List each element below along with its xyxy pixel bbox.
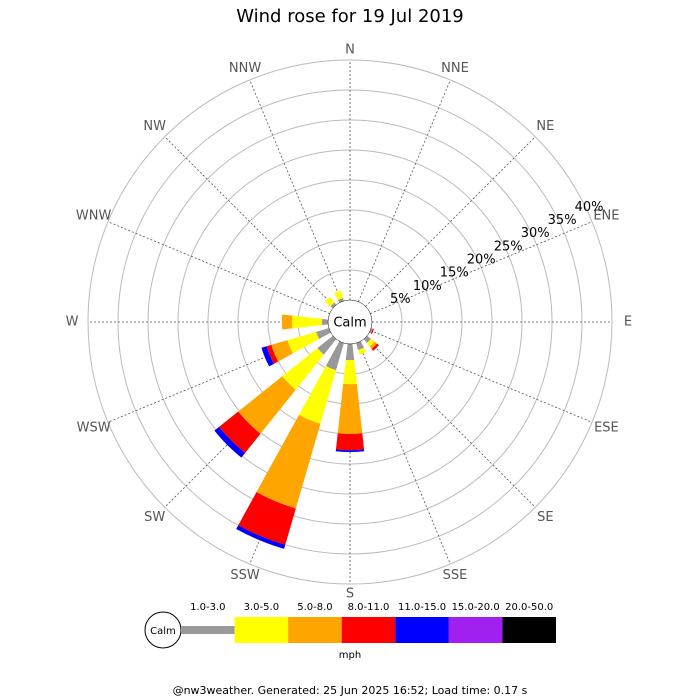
wind-segment	[358, 347, 367, 355]
grid-ring	[87, 59, 613, 585]
wind-segment	[236, 525, 286, 549]
wind-segment	[337, 383, 363, 434]
wind-segment	[287, 331, 320, 354]
wind-segment	[325, 341, 344, 371]
legend-label: 15.0-20.0	[452, 602, 500, 613]
wind-segment	[271, 340, 293, 362]
direction-label: S	[346, 587, 354, 602]
wind-segment	[371, 343, 379, 351]
spoke	[365, 337, 536, 508]
wind-segment	[317, 335, 337, 355]
r-tick-label: 25%	[494, 239, 523, 254]
wind-segment	[356, 341, 365, 351]
wind-segment	[322, 318, 329, 326]
calm-circle	[327, 299, 373, 345]
wind-segment	[330, 302, 337, 309]
legend-label: 5.0-8.0	[297, 602, 332, 613]
direction-label: NNW	[229, 61, 261, 76]
wind-segment	[281, 314, 293, 330]
wind-segment	[337, 297, 344, 303]
legend-unit: mph	[339, 650, 361, 661]
direction-label: SSW	[230, 568, 260, 583]
r-tick-label: 40%	[575, 200, 604, 215]
wind-segment	[266, 344, 279, 364]
spoke	[358, 79, 451, 302]
r-tick-label: 5%	[390, 292, 411, 307]
direction-label: SW	[144, 510, 165, 525]
spoke	[370, 221, 593, 314]
wind-segment	[345, 343, 355, 361]
wind-segment	[369, 328, 373, 334]
legend-label: 3.0-5.0	[244, 602, 279, 613]
wind-segment	[316, 328, 331, 339]
legend-swatch	[234, 617, 289, 643]
spoke	[358, 342, 451, 565]
wind-segment	[238, 376, 296, 434]
legend-swatch	[395, 617, 449, 643]
legend-label: 1.0-3.0	[190, 602, 225, 613]
direction-label: E	[624, 315, 632, 330]
spoke	[107, 221, 330, 314]
direction-label: NW	[143, 119, 166, 134]
legend-label: 8.0-11.0	[348, 602, 390, 613]
spoke	[365, 136, 536, 307]
wind-segment	[256, 414, 321, 509]
direction-label: SSE	[443, 568, 468, 583]
direction-label: ESE	[594, 421, 619, 436]
legend-swatch	[341, 617, 396, 643]
wind-segment	[298, 365, 336, 424]
r-tick-label: 30%	[521, 226, 550, 241]
wind-segment	[238, 492, 296, 545]
wind-segment	[335, 433, 365, 451]
r-tick-label: 20%	[467, 252, 496, 267]
wind-segment	[324, 296, 335, 307]
spoke	[370, 330, 593, 423]
wind-segment	[343, 359, 357, 385]
direction-label: WNW	[76, 208, 112, 223]
wind-segment	[214, 426, 246, 458]
direction-label: ENE	[593, 208, 619, 223]
calm-label: Calm	[333, 316, 366, 331]
r-tick-label: 35%	[548, 213, 577, 228]
legend-swatch	[502, 617, 556, 643]
wind-segment	[291, 315, 323, 329]
legend-label: 20.0-50.0	[505, 602, 553, 613]
wind-segment	[261, 346, 274, 367]
legend-swatch	[448, 617, 503, 643]
spoke	[164, 136, 335, 307]
legend-swatch	[288, 617, 342, 643]
direction-label: WSW	[77, 421, 111, 436]
wind-segment	[366, 338, 375, 347]
r-tick-label: 10%	[413, 279, 442, 294]
wind-segment	[334, 290, 344, 301]
direction-label: SE	[537, 510, 553, 525]
chart-title: Wind rose for 19 Jul 2019	[236, 6, 464, 27]
legend-calm-label: Calm	[150, 626, 176, 637]
wind-segment	[363, 335, 371, 343]
wind-segment	[282, 348, 324, 390]
direction-label: NE	[536, 119, 554, 134]
wind-segment	[335, 449, 365, 452]
direction-label: W	[66, 315, 79, 330]
legend-label: 11.0-15.0	[398, 602, 446, 613]
footer: @nw3weather. Generated: 25 Jun 2025 16:5…	[173, 684, 528, 697]
wind-segment	[370, 328, 375, 335]
r-tick-label: 15%	[440, 266, 469, 281]
wind-segment	[219, 411, 261, 453]
spoke	[249, 79, 342, 302]
direction-label: N	[345, 43, 355, 58]
legend-swatch	[181, 626, 235, 634]
wind-segment	[369, 341, 378, 350]
direction-label: NNE	[441, 61, 469, 76]
